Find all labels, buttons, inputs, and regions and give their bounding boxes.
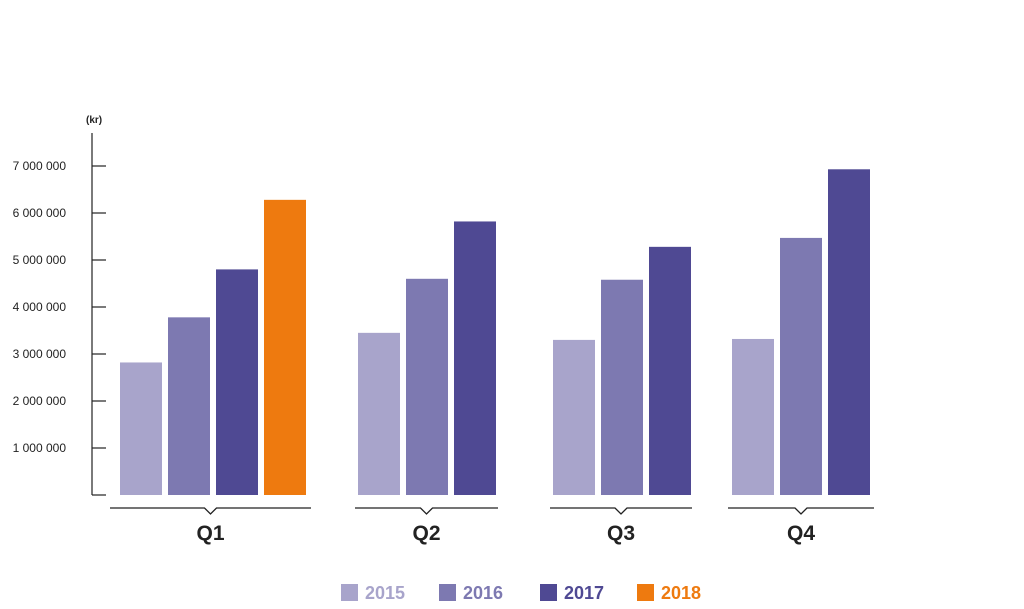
bar-q2-2015	[358, 332, 400, 495]
legend-label-2015: 2015	[365, 583, 405, 603]
legend-label-2017: 2017	[564, 583, 604, 603]
legend-label-2016: 2016	[463, 583, 503, 603]
category-label: Q1	[196, 522, 224, 545]
category-groups: Q1 Q2 Q3 Q4	[110, 507, 874, 545]
y-axis: (kr)	[86, 115, 106, 496]
legend-label-2018: 2018	[661, 583, 701, 603]
category-bracket	[355, 507, 498, 515]
category-label: Q4	[787, 522, 815, 545]
bar-q1-2017	[216, 269, 258, 495]
y-tick-label: 2 000 000	[13, 394, 67, 408]
y-tick-label: 1 000 000	[13, 441, 67, 455]
category-bracket	[110, 507, 311, 515]
bar-q4-2016	[780, 237, 822, 495]
bar-q2-2017	[454, 221, 496, 495]
bar-q2-2016	[406, 278, 448, 495]
bar-q3-2017	[649, 246, 691, 495]
bar-q3-2015	[553, 339, 595, 495]
y-tick-label: 5 000 000	[13, 253, 67, 267]
legend-swatch-2016	[439, 584, 456, 601]
bars	[120, 169, 870, 496]
y-tick-label: 7 000 000	[13, 159, 67, 173]
y-tick-label: 6 000 000	[13, 206, 67, 220]
legend-swatch-2018	[637, 584, 654, 601]
category-label: Q3	[607, 522, 635, 545]
bar-q1-2015	[120, 362, 162, 495]
bar-q1-2016	[168, 317, 210, 495]
bar-q4-2015	[732, 338, 774, 495]
legend-swatch-2015	[341, 584, 358, 601]
bar-q1-2018	[264, 199, 306, 495]
category-bracket	[728, 507, 874, 515]
legend-swatch-2017	[540, 584, 557, 601]
y-tick-label: 3 000 000	[13, 347, 67, 361]
bar-q4-2017	[828, 169, 870, 496]
category-label: Q2	[412, 522, 440, 545]
unit-label: (kr)	[86, 115, 102, 126]
legend: 2015 2016 2017 2018	[341, 583, 701, 603]
y-tick-label: 4 000 000	[13, 300, 67, 314]
category-bracket	[550, 507, 692, 515]
bar-q3-2016	[601, 279, 643, 495]
y-ticks: 1 000 000 2 000 000 3 000 000 4 000 000 5 00…	[13, 159, 106, 455]
